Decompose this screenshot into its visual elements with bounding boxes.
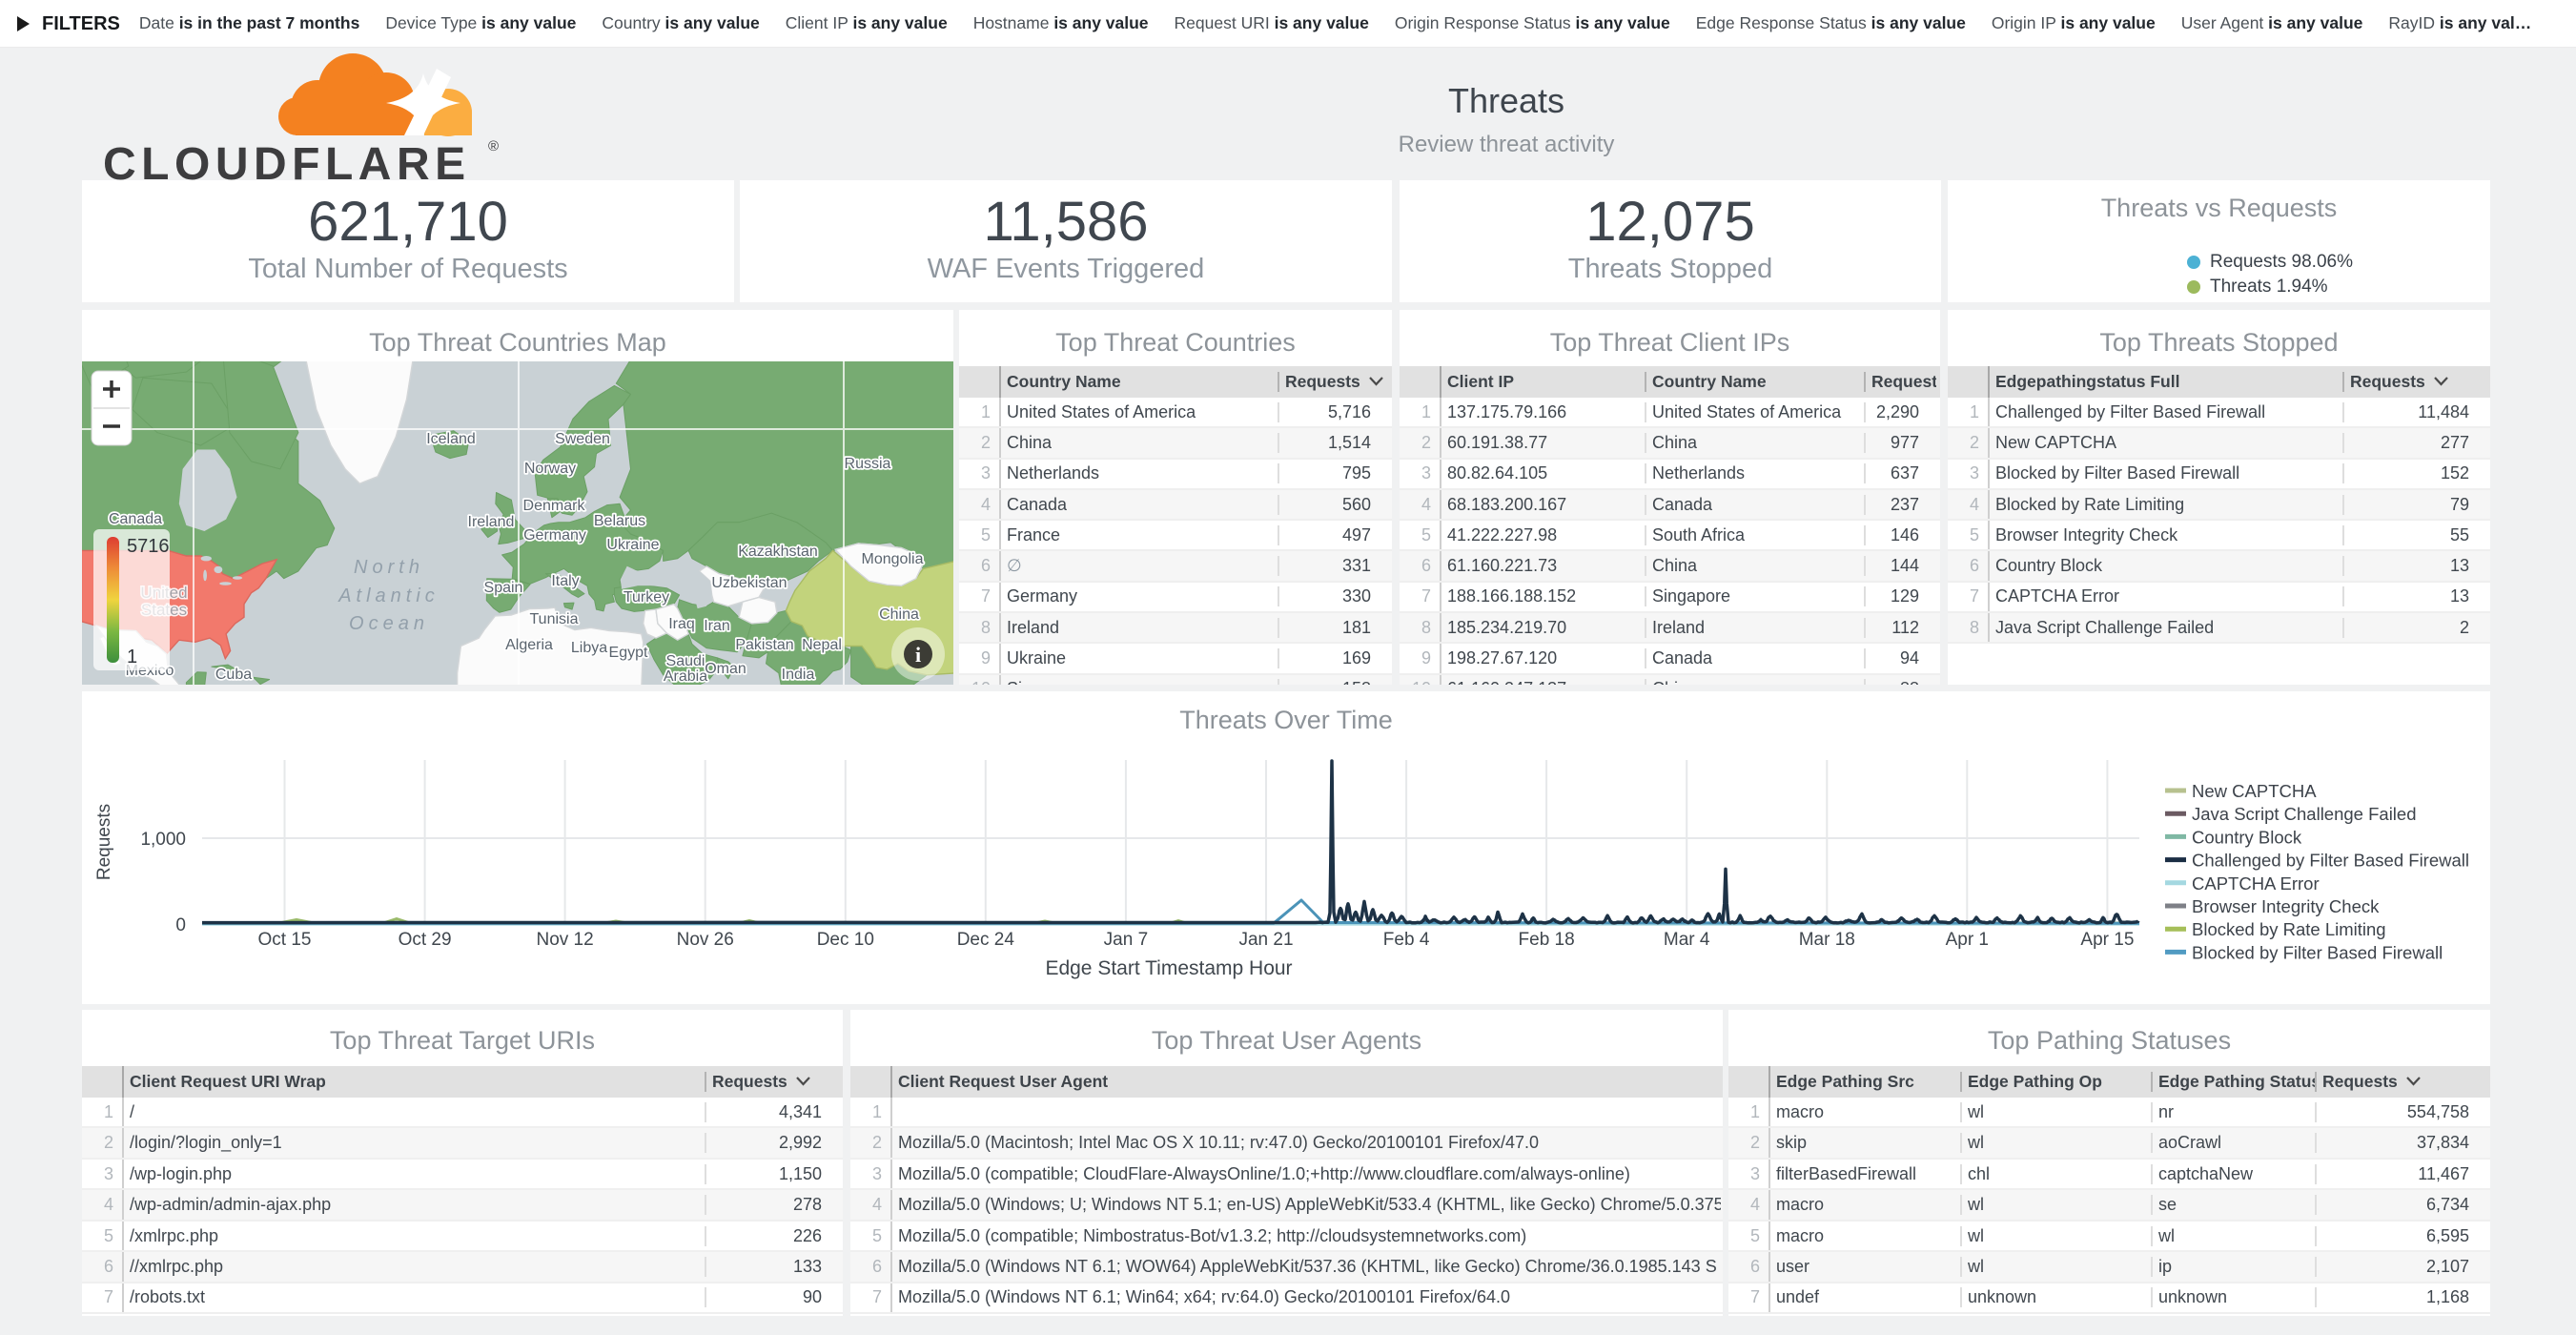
svg-text:Germany: Germany (523, 527, 586, 544)
svg-text:CAPTCHA Error: CAPTCHA Error (2192, 873, 2320, 893)
svg-text:Iran: Iran (704, 618, 730, 634)
svg-text:Mongolia: Mongolia (862, 551, 924, 567)
svg-text:Libya: Libya (571, 640, 607, 656)
svg-text:Blocked by Rate Limiting: Blocked by Rate Limiting (2192, 919, 2386, 939)
svg-text:China: China (879, 606, 919, 623)
svg-text:India: India (782, 667, 815, 683)
svg-text:Canada: Canada (109, 511, 162, 527)
svg-text:Oct 29: Oct 29 (399, 930, 452, 950)
svg-text:Dec 24: Dec 24 (957, 930, 1015, 950)
svg-text:Nepal: Nepal (802, 637, 842, 653)
svg-text:Blocked by Filter Based Firewa: Blocked by Filter Based Firewall (2192, 942, 2443, 962)
svg-text:Apr 15: Apr 15 (2080, 930, 2134, 950)
svg-text:Feb 4: Feb 4 (1383, 930, 1430, 950)
svg-text:Mar 18: Mar 18 (1799, 930, 1855, 950)
svg-text:Sweden: Sweden (555, 431, 610, 447)
svg-text:Edge Start Timestamp Hour: Edge Start Timestamp Hour (1045, 957, 1292, 979)
svg-text:5716: 5716 (127, 536, 170, 557)
svg-text:®: ® (488, 138, 499, 154)
svg-text:Norway: Norway (524, 461, 576, 477)
svg-text:Browser Integrity Check: Browser Integrity Check (2192, 896, 2380, 916)
svg-text:Ukraine: Ukraine (606, 537, 659, 553)
svg-text:Ocean: Ocean (349, 613, 429, 634)
svg-text:Requests: Requests (94, 804, 114, 880)
svg-text:Algeria: Algeria (505, 637, 553, 653)
svg-text:Oct 15: Oct 15 (258, 930, 312, 950)
svg-text:Tunisia: Tunisia (530, 611, 579, 627)
svg-text:Atlantic: Atlantic (337, 585, 440, 606)
svg-text:Cuba: Cuba (215, 667, 252, 683)
svg-text:i: i (915, 643, 921, 667)
svg-text:Pakistan: Pakistan (735, 637, 793, 653)
svg-text:Apr 1: Apr 1 (1946, 930, 1989, 950)
svg-text:Turkey: Turkey (624, 589, 669, 606)
svg-text:CLOUDFLARE: CLOUDFLARE (103, 139, 471, 186)
svg-text:Mar 4: Mar 4 (1664, 930, 1710, 950)
svg-text:Country Block: Country Block (2192, 827, 2302, 847)
svg-text:Russia: Russia (845, 456, 891, 472)
svg-text:Jan 7: Jan 7 (1104, 930, 1148, 950)
svg-text:Denmark: Denmark (523, 498, 586, 514)
svg-text:1,000: 1,000 (140, 830, 186, 850)
svg-text:Belarus: Belarus (594, 513, 645, 529)
svg-text:Jan 21: Jan 21 (1238, 930, 1293, 950)
svg-text:Challenged by Filter Based Fir: Challenged by Filter Based Firewall (2192, 851, 2469, 871)
svg-text:Iceland: Iceland (426, 431, 476, 447)
svg-text:Uzbekistan: Uzbekistan (711, 575, 787, 591)
svg-text:Feb 18: Feb 18 (1519, 930, 1575, 950)
svg-text:0: 0 (175, 915, 186, 935)
svg-text:Iraq: Iraq (668, 616, 695, 632)
svg-text:Dec 10: Dec 10 (817, 930, 874, 950)
svg-text:North: North (354, 557, 424, 578)
svg-text:Nov 12: Nov 12 (536, 930, 593, 950)
svg-text:Oman: Oman (705, 661, 746, 677)
svg-text:Saudi: Saudi (666, 653, 705, 669)
svg-text:Egypt: Egypt (609, 645, 648, 661)
svg-text:Arabia: Arabia (664, 668, 707, 685)
svg-text:Italy: Italy (551, 573, 579, 589)
svg-text:Kazakhstan: Kazakhstan (738, 544, 818, 560)
svg-text:Java Script Challenge Failed: Java Script Challenge Failed (2192, 804, 2417, 824)
svg-text:Ireland: Ireland (468, 514, 515, 530)
svg-text:Nov 26: Nov 26 (677, 930, 734, 950)
svg-text:New CAPTCHA: New CAPTCHA (2192, 781, 2317, 801)
svg-text:Spain: Spain (484, 580, 523, 596)
svg-text:1: 1 (127, 647, 137, 668)
